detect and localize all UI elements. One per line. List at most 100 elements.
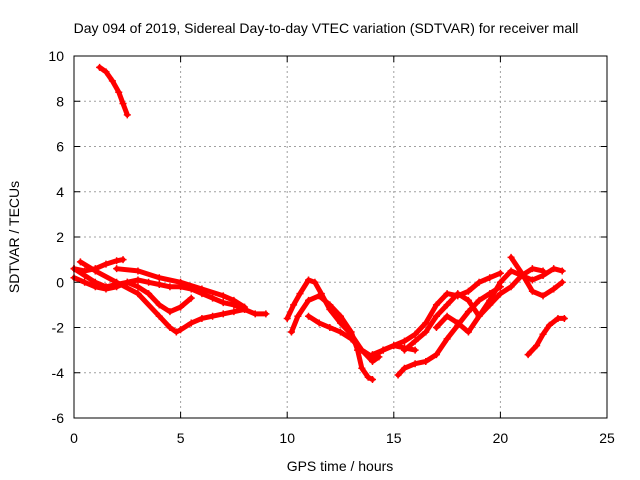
data-point [262, 310, 270, 318]
data-point [518, 269, 526, 277]
data-point [411, 330, 419, 338]
data-point [315, 319, 323, 327]
data-point [368, 376, 376, 384]
data-point [305, 296, 313, 304]
data-point [81, 271, 89, 279]
data-point [545, 321, 553, 329]
y-tick-label: -6 [52, 410, 65, 426]
data-point [550, 285, 558, 293]
data-point [528, 265, 536, 273]
data-point [558, 278, 566, 286]
data-point [113, 278, 121, 286]
data-point [177, 278, 185, 286]
data-point [400, 364, 408, 372]
data-point [283, 314, 291, 322]
data-point [368, 351, 376, 359]
series-track-h [289, 293, 375, 382]
data-point [539, 292, 547, 300]
data-point [347, 328, 355, 336]
data-point [119, 100, 127, 108]
data-point [533, 342, 541, 350]
data-point [115, 88, 123, 96]
data-point [311, 278, 319, 286]
data-point [209, 312, 217, 320]
data-point [475, 312, 483, 320]
data-point [287, 328, 295, 336]
data-point [326, 301, 334, 309]
x-tick-label: 25 [599, 430, 615, 446]
data-point [305, 276, 313, 284]
y-tick-label: 6 [56, 139, 64, 155]
y-tick-label: 10 [48, 48, 64, 64]
x-tick-label: 5 [177, 430, 185, 446]
data-point [358, 364, 366, 372]
data-point [454, 319, 462, 327]
data-point [102, 285, 110, 293]
data-point [422, 328, 430, 336]
data-point [443, 301, 451, 309]
data-point [496, 278, 504, 286]
data-point [155, 301, 163, 309]
data-point [155, 274, 163, 282]
data-point [230, 308, 238, 316]
data-point [296, 290, 304, 298]
data-point [443, 290, 451, 298]
series-track-a [97, 64, 130, 118]
data-point [177, 326, 185, 334]
data-point [443, 335, 451, 343]
series-track-l [402, 266, 546, 353]
data-point [539, 271, 547, 279]
data-point [464, 296, 472, 304]
y-tick-label: -2 [52, 320, 65, 336]
data-point [379, 346, 387, 354]
data-point [81, 278, 89, 286]
data-point [219, 292, 227, 300]
data-point [108, 77, 116, 85]
data-point [496, 269, 504, 277]
data-point [507, 253, 515, 261]
data-point [411, 337, 419, 345]
data-point [411, 360, 419, 368]
tick-layer: 0 5 10 15 20 25 -6 -4 -2 0 2 4 6 8 10 [48, 48, 615, 446]
data-point [187, 294, 195, 302]
data-point [337, 312, 344, 320]
data-point [539, 330, 547, 338]
data-point [134, 267, 142, 275]
data-point [177, 303, 185, 311]
data-point [554, 314, 562, 322]
y-tick-label: 8 [56, 93, 64, 109]
data-point [486, 296, 494, 304]
x-tick-label: 10 [279, 430, 295, 446]
data-point [198, 314, 206, 322]
data-point [443, 312, 451, 320]
series-track-n [508, 254, 565, 299]
data-point [219, 310, 227, 318]
data-point [422, 319, 430, 327]
data-point [364, 373, 372, 381]
grid [74, 56, 607, 418]
data-point [550, 265, 558, 273]
data-point [172, 328, 180, 336]
series-track-o [525, 315, 567, 358]
data-point [166, 283, 174, 291]
series-track-g [284, 277, 382, 364]
data-point [166, 324, 174, 331]
data-point [347, 335, 355, 343]
data-point [486, 274, 494, 282]
data-point [102, 260, 110, 268]
data-point [76, 258, 84, 266]
data-point [305, 312, 313, 320]
data-point [155, 312, 163, 320]
data-point [145, 290, 153, 298]
data-point [400, 346, 408, 354]
data-point [507, 283, 515, 291]
data-point [432, 301, 440, 309]
data-point [496, 290, 504, 298]
data-point [558, 267, 566, 275]
data-point [155, 281, 163, 289]
series-layer [70, 63, 568, 384]
data-point [294, 312, 302, 320]
data-point [475, 296, 483, 304]
data-point [524, 351, 532, 359]
